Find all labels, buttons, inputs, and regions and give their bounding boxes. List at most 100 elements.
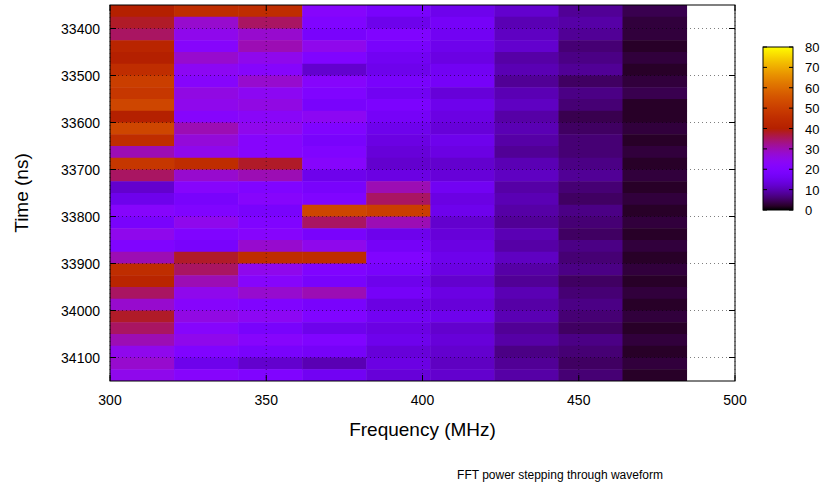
cell (623, 358, 688, 370)
colorbar-tick (789, 210, 793, 211)
cell (558, 358, 623, 370)
colorbar-tick (763, 189, 767, 190)
cell (366, 76, 431, 88)
cell (174, 52, 239, 64)
cell (302, 158, 367, 170)
cell (302, 287, 367, 299)
cell (494, 358, 559, 370)
cell (558, 193, 623, 205)
cell (430, 322, 495, 334)
cell (366, 311, 431, 323)
y-tick-label: 33600 (61, 115, 100, 131)
tick (422, 375, 423, 381)
plot-frame (110, 5, 735, 381)
cell (430, 134, 495, 146)
cell (302, 311, 367, 323)
cell (430, 346, 495, 358)
cell (430, 311, 495, 323)
cell (366, 123, 431, 135)
cell (366, 252, 431, 264)
cell (238, 181, 303, 193)
cell (174, 158, 239, 170)
cell (494, 240, 559, 252)
cell (558, 334, 623, 346)
cell (430, 181, 495, 193)
colorbar-tick (763, 128, 767, 129)
cell (623, 299, 688, 311)
cell (494, 311, 559, 323)
cell (174, 181, 239, 193)
cell (110, 240, 175, 252)
cell (430, 240, 495, 252)
cell (430, 76, 495, 88)
cell (558, 322, 623, 334)
grid-line (110, 263, 735, 264)
tick (110, 357, 116, 358)
cell (238, 64, 303, 76)
cell (558, 5, 623, 17)
cell (366, 99, 431, 111)
cell (558, 369, 623, 381)
cell (238, 299, 303, 311)
cell (558, 217, 623, 229)
cell (558, 205, 623, 217)
tick (110, 5, 111, 11)
cell (494, 123, 559, 135)
cell (494, 322, 559, 334)
cell (302, 40, 367, 52)
colorbar-tick (789, 128, 793, 129)
cell (110, 264, 175, 276)
cell (366, 322, 431, 334)
cell (430, 287, 495, 299)
grid-line (110, 75, 735, 76)
cell (494, 264, 559, 276)
tick (729, 28, 735, 29)
cell (623, 287, 688, 299)
cell (174, 17, 239, 29)
tick (735, 5, 736, 11)
tick (578, 375, 579, 381)
cell (366, 134, 431, 146)
colorbar-label: 40 (805, 122, 819, 137)
colorbar-tick (789, 47, 793, 48)
cell (494, 134, 559, 146)
cell (623, 275, 688, 287)
cell (238, 275, 303, 287)
cell (558, 346, 623, 358)
cell (366, 228, 431, 240)
cell (430, 358, 495, 370)
cell (174, 87, 239, 99)
cell (302, 299, 367, 311)
cell (494, 87, 559, 99)
cell (623, 111, 688, 123)
cell (302, 193, 367, 205)
cells (110, 5, 687, 381)
cell (238, 358, 303, 370)
cell (238, 217, 303, 229)
x-axis-title: Frequency (MHz) (349, 419, 496, 440)
colorbar-label: 80 (805, 40, 819, 55)
cell (110, 40, 175, 52)
cell (366, 146, 431, 158)
cell (623, 205, 688, 217)
cell (366, 346, 431, 358)
cell (366, 64, 431, 76)
colorbar-tick (763, 108, 767, 109)
cell (174, 99, 239, 111)
colorbar-tick (789, 67, 793, 68)
tick (110, 122, 116, 123)
title: FFT power stepping through waveform (457, 468, 663, 482)
x-tick-label: 300 (98, 392, 122, 408)
cell (558, 158, 623, 170)
cell (494, 64, 559, 76)
cell (494, 146, 559, 158)
cell (302, 146, 367, 158)
cell (366, 334, 431, 346)
cell (110, 170, 175, 182)
tick (110, 169, 116, 170)
cell (302, 205, 367, 217)
cell (238, 158, 303, 170)
colorbar-tick (789, 189, 793, 190)
cell (494, 99, 559, 111)
cell (238, 17, 303, 29)
